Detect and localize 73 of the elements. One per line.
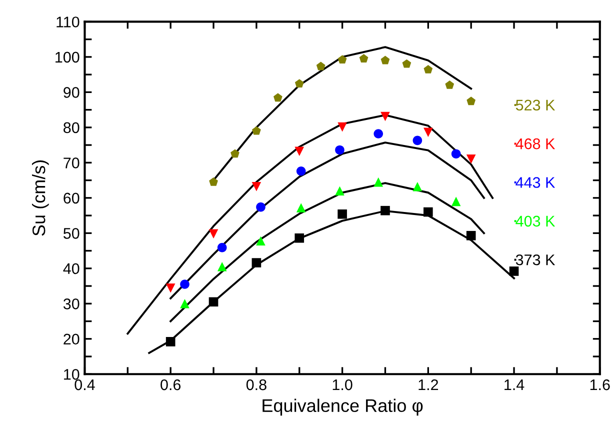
point — [252, 258, 262, 268]
point — [252, 126, 261, 135]
point — [338, 55, 347, 64]
legend-label: 523 K — [516, 100, 556, 111]
point — [256, 236, 266, 246]
point — [451, 196, 461, 206]
y-tick-label: 100 — [56, 52, 80, 63]
point — [296, 203, 306, 212]
y-tick-label: 50 — [63, 228, 80, 239]
point — [380, 112, 390, 122]
x-tick-label: 1.4 — [504, 380, 524, 390]
point — [294, 146, 304, 156]
point — [294, 79, 304, 88]
point — [424, 128, 433, 138]
x-tick-label: 1.6 — [590, 379, 610, 390]
point — [180, 280, 190, 289]
point — [273, 93, 282, 102]
y-tick-label: 10 — [64, 368, 80, 380]
y-tick-label: 70 — [64, 158, 80, 168]
y-axis-title: Su (cm/s) — [32, 160, 49, 236]
point — [208, 297, 218, 307]
point — [509, 266, 519, 276]
point — [424, 207, 433, 217]
point — [451, 149, 461, 159]
point — [180, 298, 190, 308]
line-series — [170, 142, 485, 300]
point — [338, 209, 347, 219]
point — [466, 154, 476, 164]
point — [402, 59, 412, 68]
legend-label: 373 K — [516, 254, 556, 266]
x-axis-title: Equivalence Ratio φ — [262, 398, 423, 416]
point — [316, 62, 326, 70]
point — [166, 337, 176, 346]
point — [256, 202, 266, 212]
y-tick-label: 40 — [63, 263, 80, 274]
point — [294, 233, 304, 243]
legend-label: 443 K — [516, 177, 556, 188]
y-tick-label: 30 — [63, 298, 80, 310]
x-tick-label: 1.2 — [418, 379, 438, 390]
point — [374, 129, 384, 138]
point — [359, 54, 368, 62]
line-series — [170, 182, 485, 322]
point — [380, 206, 390, 216]
y-tick-label: 80 — [64, 122, 80, 134]
point — [335, 145, 344, 155]
point — [445, 80, 454, 89]
y-tick-label: 20 — [64, 334, 80, 345]
point — [296, 166, 306, 176]
point — [466, 96, 476, 106]
point — [208, 229, 218, 239]
y-tick-label: 110 — [56, 16, 80, 28]
point — [374, 177, 384, 187]
y-tick-label: 60 — [64, 192, 80, 204]
point — [412, 136, 422, 146]
point — [209, 177, 218, 186]
legend-label: 468 K — [516, 138, 556, 150]
point — [412, 182, 422, 192]
x-tick-label: 0.8 — [246, 379, 266, 390]
point — [380, 56, 390, 64]
x-tick-label: 0.6 — [160, 379, 181, 390]
point — [217, 262, 227, 272]
point — [466, 230, 476, 240]
x-tick-label: 1.0 — [332, 379, 352, 390]
point — [424, 64, 433, 74]
point — [252, 182, 262, 192]
point — [217, 242, 227, 252]
x-tick-label: 0.4 — [74, 379, 95, 390]
point — [335, 186, 344, 196]
point — [166, 283, 176, 293]
point — [338, 122, 347, 132]
legend-label: 403 K — [516, 216, 556, 227]
y-tick-label: 90 — [64, 87, 80, 98]
point — [230, 149, 240, 158]
